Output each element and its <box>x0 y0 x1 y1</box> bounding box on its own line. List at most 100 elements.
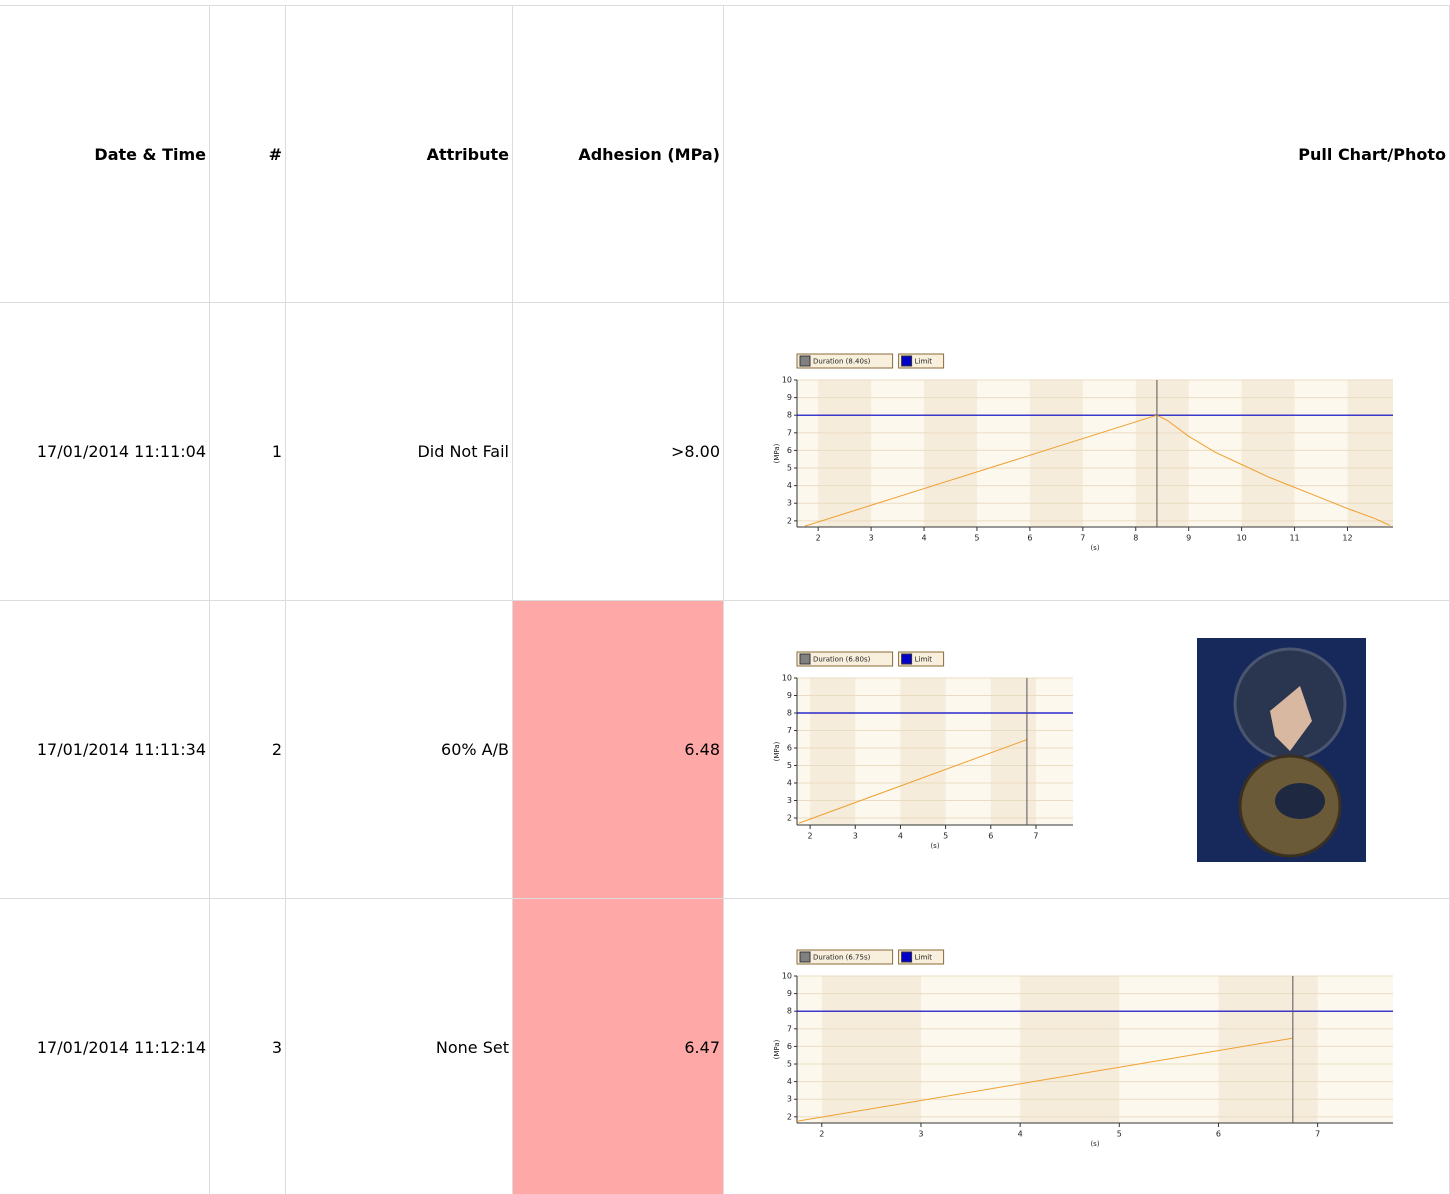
x-tick-label: 10 <box>1237 534 1247 543</box>
legend-swatch <box>901 951 913 963</box>
y-tick-label: 10 <box>782 674 792 683</box>
x-tick-label: 12 <box>1342 534 1352 543</box>
y-tick-label: 9 <box>787 989 792 998</box>
photo-flake <box>1270 686 1312 751</box>
y-axis-label: (MPa) <box>773 1039 781 1059</box>
legend-label: Limit <box>915 954 933 962</box>
x-band <box>990 678 1036 825</box>
x-tick-label: 2 <box>816 534 821 543</box>
y-tick-label: 8 <box>787 709 792 718</box>
adhesion-cell: 6.48 <box>513 601 724 899</box>
x-tick-label: 5 <box>943 832 948 841</box>
x-band <box>1020 976 1120 1123</box>
x-axis-label: (s) <box>930 842 939 850</box>
x-tick-label: 7 <box>1315 1130 1320 1139</box>
x-tick-label: 4 <box>1018 1130 1023 1139</box>
attribute-cell: Did Not Fail <box>286 303 513 601</box>
y-tick-label: 9 <box>787 393 792 402</box>
legend-label: Duration (6.80s) <box>813 656 871 664</box>
y-axis-label: (MPa) <box>773 443 781 463</box>
photo-dark-patch <box>1275 783 1325 819</box>
legend-swatch <box>799 951 811 963</box>
y-tick-label: 6 <box>787 1042 792 1051</box>
x-tick-label: 11 <box>1289 534 1299 543</box>
y-tick-label: 4 <box>787 481 792 490</box>
x-tick-label: 6 <box>1216 1130 1221 1139</box>
legend-swatch <box>799 653 811 665</box>
y-tick-label: 2 <box>787 814 792 823</box>
date-cell: 17/01/2014 11:11:34 <box>0 601 210 899</box>
y-axis-label: (MPa) <box>773 741 781 761</box>
x-tick-label: 2 <box>808 832 813 841</box>
x-band <box>1241 380 1295 527</box>
x-band <box>1029 380 1083 527</box>
y-tick-label: 8 <box>787 411 792 420</box>
legend-box <box>796 651 894 667</box>
x-band <box>900 678 946 825</box>
legend-label: Duration (6.75s) <box>813 954 871 962</box>
legend-swatch <box>799 355 811 367</box>
x-band <box>1135 380 1189 527</box>
x-band <box>1347 380 1393 527</box>
x-axis-label: (s) <box>1090 1140 1099 1148</box>
x-tick-label: 6 <box>1027 534 1032 543</box>
pull-curve <box>804 414 1391 527</box>
x-tick-label: 3 <box>853 832 858 841</box>
legend-label: Duration (8.40s) <box>813 358 871 366</box>
number-cell: 1 <box>210 303 286 601</box>
x-tick-label: 5 <box>974 534 979 543</box>
y-tick-label: 2 <box>787 1112 792 1121</box>
x-tick-label: 2 <box>819 1130 824 1139</box>
date-cell: 17/01/2014 11:11:04 <box>0 303 210 601</box>
attribute-cell: 60% A/B <box>286 601 513 899</box>
x-axis-label: (s) <box>1090 544 1099 552</box>
number-cell: 3 <box>210 899 286 1194</box>
attribute-cell: None Set <box>286 899 513 1194</box>
x-band <box>821 976 921 1123</box>
x-tick-label: 7 <box>1033 832 1038 841</box>
attribute-header: Attribute <box>286 5 513 303</box>
y-tick-label: 3 <box>787 499 792 508</box>
y-tick-label: 10 <box>782 972 792 981</box>
x-band <box>1218 976 1318 1123</box>
legend-label: Limit <box>915 656 933 664</box>
y-tick-label: 3 <box>787 796 792 805</box>
y-tick-label: 10 <box>782 376 792 385</box>
adhesion-header: Adhesion (MPa) <box>513 5 724 303</box>
pull-curve <box>798 739 1028 824</box>
x-tick-label: 6 <box>988 832 993 841</box>
x-tick-label: 3 <box>869 534 874 543</box>
y-tick-label: 5 <box>787 464 792 473</box>
x-tick-label: 4 <box>898 832 903 841</box>
y-tick-label: 6 <box>787 744 792 753</box>
x-tick-label: 5 <box>1117 1130 1122 1139</box>
y-tick-label: 4 <box>787 779 792 788</box>
legend-swatch <box>901 355 913 367</box>
number-header: # <box>210 5 286 303</box>
y-tick-label: 8 <box>787 1007 792 1016</box>
adhesion-cell: >8.00 <box>513 303 724 601</box>
x-band <box>818 380 872 527</box>
x-tick-label: 9 <box>1186 534 1191 543</box>
x-tick-label: 8 <box>1133 534 1138 543</box>
number-cell: 2 <box>210 601 286 899</box>
y-tick-label: 4 <box>787 1077 792 1086</box>
y-tick-label: 7 <box>787 726 792 735</box>
legend-box <box>796 949 894 965</box>
legend-label: Limit <box>915 358 933 366</box>
x-band <box>810 678 856 825</box>
y-tick-label: 5 <box>787 761 792 770</box>
x-band <box>924 380 977 527</box>
legend-box <box>796 353 894 369</box>
date-header: Date & Time <box>0 5 210 303</box>
y-tick-label: 9 <box>787 691 792 700</box>
y-tick-label: 2 <box>787 516 792 525</box>
legend-swatch <box>901 653 913 665</box>
y-tick-label: 5 <box>787 1060 792 1069</box>
x-tick-label: 4 <box>921 534 926 543</box>
pull-curve <box>796 1037 1293 1122</box>
y-tick-label: 7 <box>787 428 792 437</box>
adhesion-cell: 6.47 <box>513 899 724 1194</box>
